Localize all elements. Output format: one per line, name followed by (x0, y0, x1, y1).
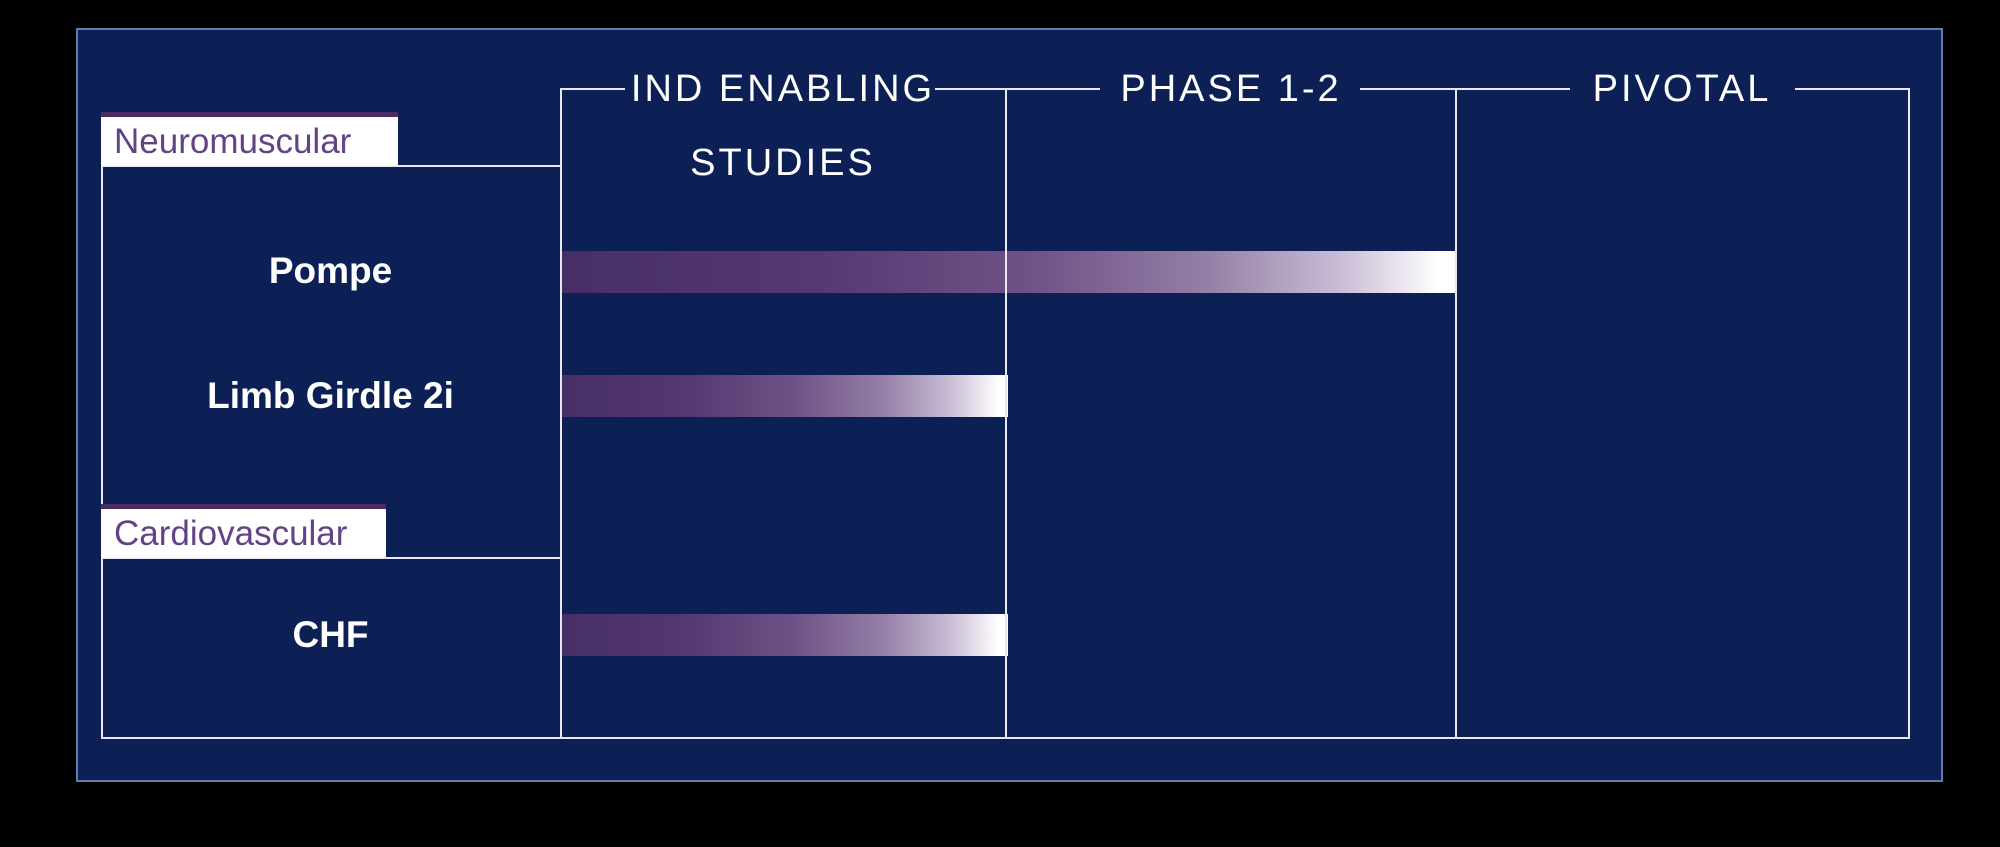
header-dash-left-col3 (1455, 88, 1570, 90)
cardiovascular-connector-line (101, 557, 562, 559)
phase-divider-1 (560, 89, 562, 739)
limb-girdle-progress-bar (561, 375, 1008, 417)
chart-right-border (1908, 89, 1910, 739)
phase-header-pivotal: PIVOTAL (1592, 68, 1772, 110)
program-label-chf: CHF (292, 614, 369, 655)
category-label-neuromuscular: Neuromuscular (101, 112, 398, 166)
chart-bottom-border (101, 737, 1910, 739)
category-label-neuromuscular-text: Neuromuscular (114, 121, 352, 161)
limb-girdle-bar-track (561, 375, 1910, 417)
category-label-cardiovascular-text: Cardiovascular (114, 513, 348, 553)
neuromuscular-connector-line (101, 165, 562, 167)
phase-header-phase-1-2: PHASE 1-2 (1120, 68, 1342, 110)
header-dash-right-col1 (935, 88, 1007, 90)
header-dash-left-col1 (560, 88, 625, 90)
program-label-limb-girdle: Limb Girdle 2i (207, 375, 454, 416)
header-dash-right-col2 (1360, 88, 1457, 90)
phase-header-ind-enabling-line2: STUDIES (690, 142, 876, 184)
program-label-pompe: Pompe (268, 250, 393, 291)
phase-divider-2 (1005, 89, 1007, 739)
phase-divider-3 (1455, 89, 1457, 739)
chf-bar-track (561, 614, 1910, 656)
header-dash-right-col3 (1795, 88, 1910, 90)
chf-progress-bar (561, 614, 1008, 656)
header-dash-left-col2 (1005, 88, 1100, 90)
phase-header-ind-enabling-line1: IND ENABLING (630, 68, 936, 110)
category-label-cardiovascular: Cardiovascular (101, 504, 386, 558)
chart-left-border (101, 166, 103, 739)
pompe-progress-bar (561, 251, 1457, 293)
pompe-bar-track (561, 251, 1910, 293)
